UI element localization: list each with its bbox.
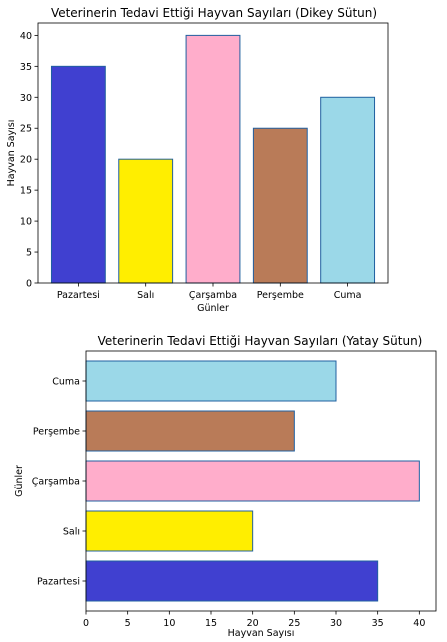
x-tick-label: 40 [413, 618, 425, 629]
bar-salı [85, 510, 254, 552]
x-tick-label: Pazartesi [57, 290, 100, 301]
x-tick-label: Salı [137, 290, 154, 301]
x-tick-label: Çarşamba [189, 290, 237, 301]
vertical-bar-chart: Veterinerin Tedavi Ettiği Hayvan Sayılar… [6, 6, 389, 314]
y-tick-label: Salı [63, 527, 80, 538]
bar-pazartesi [50, 65, 106, 284]
y-tick-label: 10 [20, 217, 32, 228]
x-tick-label: 10 [163, 618, 175, 629]
y-tick-label: 35 [20, 62, 32, 73]
y-axis-label: Günler [14, 465, 25, 497]
y-tick-label: 40 [20, 31, 32, 42]
y-tick-label: Perşembe [33, 427, 80, 438]
x-tick-label: 30 [330, 618, 342, 629]
y-axis-label: Hayvan Sayısı [6, 120, 17, 187]
x-axis-label: Hayvan Sayısı [228, 628, 295, 639]
y-tick-label: 15 [20, 186, 32, 197]
bar-çarşamba [185, 34, 241, 284]
y-tick-label: 25 [20, 124, 32, 135]
bar-cuma [85, 360, 337, 402]
y-tick-label: 0 [26, 279, 32, 290]
y-tick-label: Çarşamba [32, 477, 80, 488]
chart-title: Veterinerin Tedavi Ettiği Hayvan Sayılar… [98, 334, 423, 348]
x-tick-label: 0 [83, 618, 89, 629]
bar-salı [118, 158, 174, 284]
x-tick-label: Perşembe [257, 290, 304, 301]
y-tick-label: 5 [26, 248, 32, 259]
bar-perşembe [85, 410, 295, 452]
y-tick-label: 30 [20, 93, 32, 104]
x-tick-label: 35 [372, 618, 384, 629]
x-tick-label: 5 [125, 618, 131, 629]
bar-çarşamba [85, 460, 420, 502]
x-tick-label: Cuma [334, 290, 362, 301]
x-tick-label: 20 [247, 618, 259, 629]
bar-pazartesi [85, 560, 379, 602]
y-tick-label: Pazartesi [37, 577, 80, 588]
x-tick-label: 15 [205, 618, 217, 629]
horizontal-bar-chart: Veterinerin Tedavi Ettiği Hayvan Sayılar… [14, 334, 437, 639]
y-tick-label: 20 [20, 155, 32, 166]
x-tick-label: 25 [288, 618, 300, 629]
bar-perşembe [252, 127, 308, 284]
chart-title: Veterinerin Tedavi Ettiği Hayvan Sayılar… [51, 6, 377, 20]
y-tick-label: Cuma [52, 377, 80, 388]
x-axis-label: Günler [197, 303, 229, 314]
bar-cuma [320, 96, 376, 284]
